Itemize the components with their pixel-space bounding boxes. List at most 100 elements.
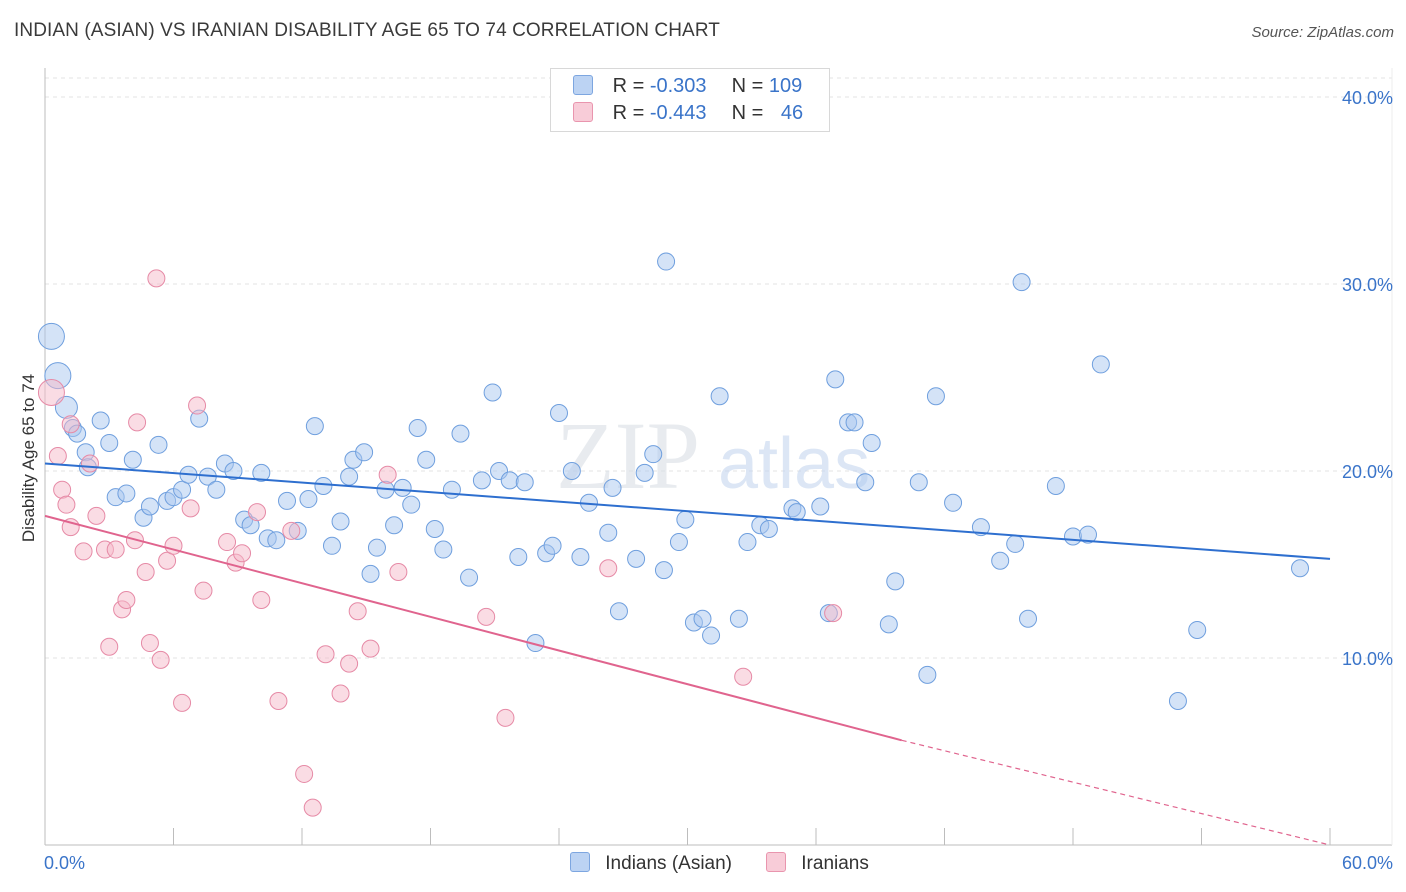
data-point-indians [224, 462, 243, 480]
data-point-iranians [269, 692, 288, 711]
data-point-indians [759, 519, 778, 538]
data-point-indians [1012, 273, 1031, 292]
data-point-iranians [87, 506, 106, 525]
data-point-indians [451, 424, 470, 443]
data-point-indians [826, 370, 845, 389]
data-point-indians [1078, 525, 1097, 544]
data-point-indians [609, 602, 628, 621]
series-iranians [37, 269, 843, 817]
trend-lines [44, 462, 1331, 846]
grid-lines [45, 77, 1392, 659]
source-label: Source: ZipAtlas.com [1251, 24, 1394, 41]
data-point-indians [676, 510, 695, 529]
data-point-indians [402, 495, 421, 514]
data-point-iranians [824, 604, 843, 623]
data-point-iranians [348, 602, 367, 621]
data-point-iranians [147, 269, 166, 288]
watermark: ZIP atlas [556, 402, 870, 509]
data-point-iranians [303, 798, 322, 817]
data-point-indians [91, 411, 110, 430]
data-point-iranians [734, 667, 753, 686]
data-point-indians [140, 497, 159, 516]
trend-line-indians [44, 462, 1331, 560]
y-tick-label: 30.0% [1342, 275, 1393, 295]
legend-r-value: -0.303 [649, 75, 707, 97]
data-point-iranians [80, 454, 99, 473]
data-point-indians [267, 531, 286, 550]
data-point-iranians [117, 591, 136, 610]
data-point-indians [991, 551, 1010, 570]
data-point-iranians [295, 764, 314, 783]
series-legend-swatch-pink [766, 852, 786, 872]
data-point-iranians [106, 540, 125, 559]
data-point-indians [460, 568, 479, 587]
data-point-indians [361, 564, 380, 583]
data-point-indians [879, 615, 898, 634]
data-point-indians [408, 418, 427, 437]
legend-r-label: R = [612, 75, 645, 97]
data-point-iranians [248, 503, 267, 522]
data-point-indians [599, 523, 618, 542]
data-point-indians [340, 467, 359, 486]
data-point-iranians [57, 495, 76, 514]
data-point-indians [845, 413, 864, 432]
x-tick-label: 0.0% [44, 853, 85, 873]
data-point-indians [654, 561, 673, 580]
trend-line-iranians [44, 514, 902, 742]
data-point-iranians [128, 413, 147, 432]
data-point-indians [434, 540, 453, 559]
data-point-iranians [37, 378, 65, 406]
data-point-indians [729, 609, 748, 628]
x-tick-label: 60.0% [1342, 853, 1393, 873]
legend-swatch-pink [573, 102, 593, 122]
series-legend-indians[interactable]: Indians (Asian) [570, 852, 732, 875]
series-legend-iranians[interactable]: Iranians [766, 852, 869, 875]
data-point-indians [862, 433, 881, 452]
data-point-indians [856, 473, 875, 492]
data-point-iranians [477, 607, 496, 626]
legend-row-iranians: R = -0.443 N = 46 [573, 102, 803, 126]
watermark-zip: ZIP [556, 402, 700, 509]
data-point-indians [669, 533, 688, 552]
data-point-iranians [140, 634, 159, 653]
data-point-indians [278, 491, 297, 510]
data-point-indians [417, 450, 436, 469]
data-point-iranians [173, 693, 192, 712]
series-indians-asian [37, 252, 1310, 711]
data-point-indians [442, 480, 461, 499]
legend-n-label: N = [731, 102, 764, 124]
data-point-indians [693, 609, 712, 628]
data-point-indians [635, 463, 654, 482]
data-point-indians [515, 473, 534, 492]
data-point-indians [252, 463, 271, 482]
data-point-indians [738, 533, 757, 552]
data-point-indians [710, 387, 729, 406]
data-point-indians [385, 516, 404, 535]
data-point-indians [123, 450, 142, 469]
tick-labels: 10.0% 20.0% 30.0% 40.0% 0.0% 60.0% [44, 88, 1393, 873]
legend-n-value: 109 [768, 75, 803, 97]
data-point-indians [472, 471, 491, 490]
data-point-indians [100, 433, 119, 452]
data-point-indians [509, 548, 528, 567]
data-point-iranians [74, 542, 93, 561]
data-point-iranians [194, 581, 213, 600]
data-point-indians [367, 538, 386, 557]
series-legend-swatch-blue [570, 852, 590, 872]
correlation-legend: R = -0.303 N = 109 R = -0.443 N = 46 [550, 68, 830, 132]
data-point-iranians [389, 562, 408, 581]
data-point-indians [1168, 692, 1187, 711]
data-point-indians [627, 549, 646, 568]
data-point-indians [1006, 534, 1025, 553]
data-point-indians [355, 443, 374, 462]
data-point-iranians [151, 650, 170, 669]
data-point-indians [393, 478, 412, 497]
chart-title: INDIAN (ASIAN) VS IRANIAN DISABILITY AGE… [14, 20, 721, 41]
data-point-indians [1046, 476, 1065, 495]
data-point-iranians [181, 499, 200, 518]
data-point-iranians [496, 708, 515, 727]
data-point-indians [149, 435, 168, 454]
legend-n-label: N = [731, 75, 764, 97]
data-point-iranians [100, 637, 119, 656]
